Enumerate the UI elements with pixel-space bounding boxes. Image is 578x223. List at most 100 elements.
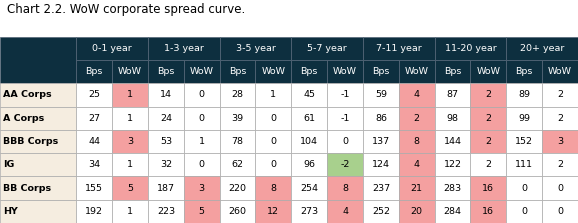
Bar bbox=[148, 60, 184, 83]
Text: 220: 220 bbox=[228, 184, 247, 193]
Text: 5: 5 bbox=[127, 184, 133, 193]
Text: 61: 61 bbox=[303, 114, 315, 123]
Bar bbox=[399, 83, 435, 107]
Text: 5-7 year: 5-7 year bbox=[307, 44, 347, 53]
Bar bbox=[470, 107, 506, 130]
Bar bbox=[148, 107, 184, 130]
Text: 284: 284 bbox=[443, 207, 462, 216]
Text: WoW: WoW bbox=[548, 67, 572, 76]
Bar bbox=[506, 83, 542, 107]
Bar bbox=[148, 130, 184, 153]
Text: 20+ year: 20+ year bbox=[520, 44, 564, 53]
Text: 53: 53 bbox=[160, 137, 172, 146]
Bar bbox=[220, 153, 255, 176]
Bar bbox=[399, 60, 435, 83]
Bar bbox=[506, 130, 542, 153]
Bar bbox=[327, 107, 363, 130]
Bar bbox=[148, 83, 184, 107]
Text: 1: 1 bbox=[127, 114, 133, 123]
Bar bbox=[255, 176, 291, 200]
Bar bbox=[255, 153, 291, 176]
Text: 44: 44 bbox=[88, 137, 100, 146]
Text: 2: 2 bbox=[414, 114, 420, 123]
Bar bbox=[542, 83, 578, 107]
Bar bbox=[184, 60, 220, 83]
Bar bbox=[363, 60, 399, 83]
Text: 252: 252 bbox=[372, 207, 390, 216]
Bar bbox=[399, 153, 435, 176]
Bar bbox=[0, 83, 76, 107]
Bar bbox=[291, 37, 363, 60]
Bar bbox=[470, 153, 506, 176]
Text: -2: -2 bbox=[340, 160, 350, 169]
Bar bbox=[363, 176, 399, 200]
Bar bbox=[327, 60, 363, 83]
Text: 254: 254 bbox=[300, 184, 318, 193]
Text: 104: 104 bbox=[300, 137, 318, 146]
Text: 89: 89 bbox=[518, 91, 530, 99]
Bar bbox=[435, 200, 470, 223]
Text: 155: 155 bbox=[85, 184, 103, 193]
Bar bbox=[184, 130, 220, 153]
Bar bbox=[76, 83, 112, 107]
Text: 1: 1 bbox=[127, 207, 133, 216]
Bar bbox=[291, 107, 327, 130]
Text: 111: 111 bbox=[515, 160, 533, 169]
Bar bbox=[399, 107, 435, 130]
Text: 45: 45 bbox=[303, 91, 315, 99]
Text: Bps: Bps bbox=[157, 67, 175, 76]
Text: 16: 16 bbox=[483, 184, 494, 193]
Bar bbox=[220, 83, 255, 107]
Text: Bps: Bps bbox=[301, 67, 318, 76]
Bar bbox=[112, 153, 148, 176]
Text: 2: 2 bbox=[486, 114, 491, 123]
Bar bbox=[0, 130, 76, 153]
Bar bbox=[291, 83, 327, 107]
Text: HY: HY bbox=[3, 207, 18, 216]
Bar bbox=[506, 107, 542, 130]
Text: 4: 4 bbox=[414, 91, 420, 99]
Bar bbox=[399, 130, 435, 153]
Bar bbox=[184, 200, 220, 223]
Text: 0: 0 bbox=[557, 207, 563, 216]
Bar bbox=[327, 176, 363, 200]
Text: IG: IG bbox=[3, 160, 14, 169]
Text: 122: 122 bbox=[443, 160, 462, 169]
Bar bbox=[220, 60, 255, 83]
Bar bbox=[506, 200, 542, 223]
Bar bbox=[542, 176, 578, 200]
Text: 237: 237 bbox=[372, 184, 390, 193]
Text: 8: 8 bbox=[271, 184, 276, 193]
Text: 24: 24 bbox=[160, 114, 172, 123]
Text: Bps: Bps bbox=[372, 67, 390, 76]
Bar bbox=[76, 37, 148, 60]
Text: BB Corps: BB Corps bbox=[3, 184, 51, 193]
Text: 124: 124 bbox=[372, 160, 390, 169]
Text: 223: 223 bbox=[157, 207, 175, 216]
Text: 3-5 year: 3-5 year bbox=[236, 44, 275, 53]
Text: 96: 96 bbox=[303, 160, 315, 169]
Text: 14: 14 bbox=[160, 91, 172, 99]
Text: WoW: WoW bbox=[118, 67, 142, 76]
Bar bbox=[76, 60, 112, 83]
Text: 0: 0 bbox=[521, 207, 527, 216]
Text: 62: 62 bbox=[232, 160, 243, 169]
Bar bbox=[506, 37, 578, 60]
Text: 3: 3 bbox=[127, 137, 133, 146]
Text: Bps: Bps bbox=[516, 67, 533, 76]
Bar bbox=[363, 200, 399, 223]
Bar bbox=[220, 200, 255, 223]
Text: WoW: WoW bbox=[261, 67, 286, 76]
Text: 0: 0 bbox=[557, 184, 563, 193]
Text: Bps: Bps bbox=[229, 67, 246, 76]
Bar bbox=[148, 37, 220, 60]
Text: 0: 0 bbox=[342, 137, 348, 146]
Text: 27: 27 bbox=[88, 114, 100, 123]
Text: WoW: WoW bbox=[405, 67, 429, 76]
Text: 4: 4 bbox=[414, 160, 420, 169]
Bar bbox=[542, 60, 578, 83]
Text: 0: 0 bbox=[271, 160, 276, 169]
Text: 12: 12 bbox=[268, 207, 279, 216]
Text: 5: 5 bbox=[199, 207, 205, 216]
Bar bbox=[220, 176, 255, 200]
